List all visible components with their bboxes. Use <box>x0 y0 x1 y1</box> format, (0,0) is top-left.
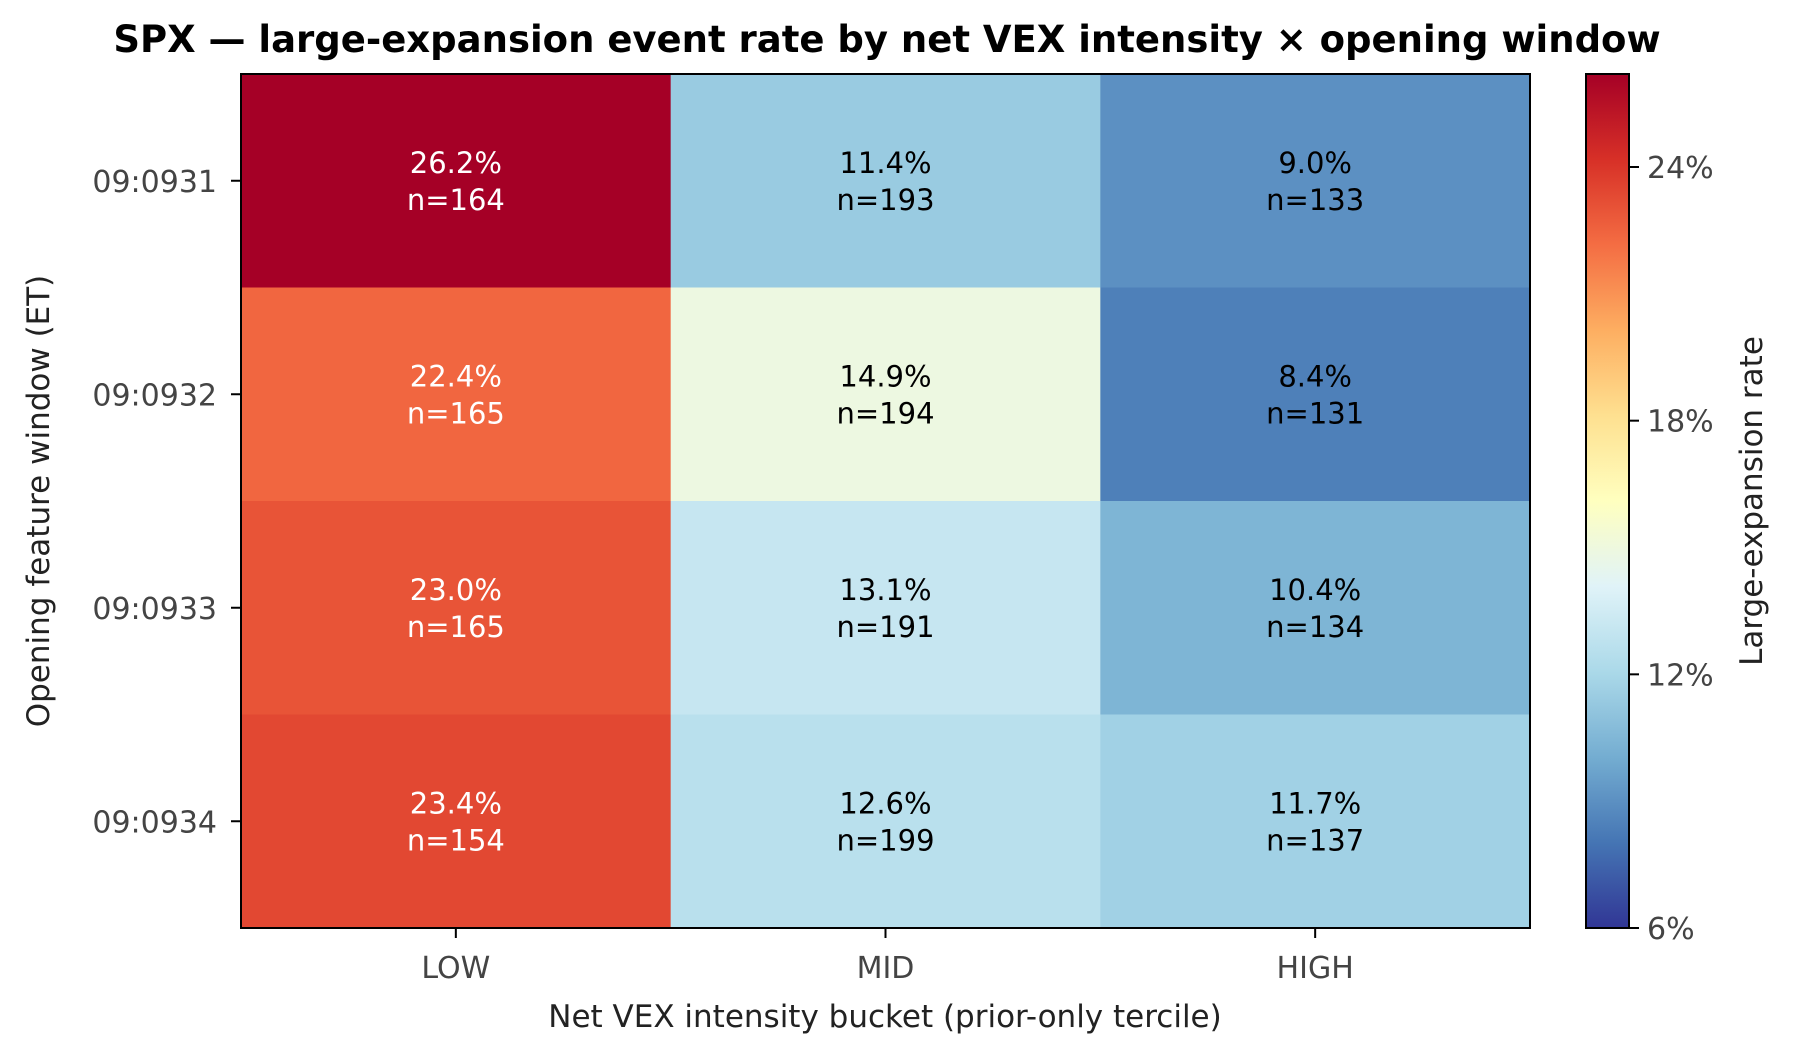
chart-title: SPX — large-expansion event rate by net … <box>113 18 1660 61</box>
heatmap-cell <box>670 74 1101 288</box>
colorbar <box>1585 73 1630 929</box>
cell-count-label: n=165 <box>407 396 505 430</box>
cell-rate-label: 9.0% <box>1278 146 1352 180</box>
heatmap-cell <box>670 501 1101 715</box>
cell-rate-label: 13.1% <box>839 573 931 607</box>
heatmap-cell <box>1100 501 1531 715</box>
cell-count-label: n=164 <box>407 183 505 217</box>
colorbar-label: Large-expansion rate <box>1734 336 1770 666</box>
y-tick-label: 09:0932 <box>92 378 217 413</box>
heatmap-cell <box>241 287 672 502</box>
cell-count-label: n=191 <box>836 610 934 644</box>
y-tick-label: 09:0934 <box>92 805 217 840</box>
x-tick-label: MID <box>857 951 915 986</box>
cell-rate-label: 23.4% <box>410 786 502 820</box>
heatmap-cell <box>670 714 1101 929</box>
cell-count-label: n=131 <box>1266 396 1364 430</box>
colorbar-tick-label: 18% <box>1647 405 1714 440</box>
x-tick-label: LOW <box>421 951 490 986</box>
cell-count-label: n=134 <box>1266 610 1364 644</box>
x-axis: LOW MID HIGH <box>421 928 1354 986</box>
cell-rate-label: 14.9% <box>839 359 931 393</box>
y-tick-label: 09:0933 <box>92 592 217 627</box>
cell-count-label: n=199 <box>836 823 934 857</box>
colorbar-tick-label: 24% <box>1647 151 1714 186</box>
colorbar-tick-label: 6% <box>1647 912 1695 947</box>
y-tick-label: 09:0931 <box>92 165 217 200</box>
colorbar-tick-label: 12% <box>1647 658 1714 693</box>
heatmap-cells <box>241 74 1531 929</box>
y-axis: 09:0931 09:0932 09:0933 09:0934 <box>92 165 241 840</box>
cell-count-label: n=137 <box>1266 823 1364 857</box>
cell-rate-label: 8.4% <box>1278 359 1352 393</box>
heatmap-cell <box>1100 714 1531 929</box>
x-axis-label: Net VEX intensity bucket (prior-only ter… <box>548 999 1221 1035</box>
cell-rate-label: 26.2% <box>410 146 502 180</box>
heatmap-cell <box>670 287 1101 502</box>
colorbar-ticks: 6% 12% 18% 24% <box>1629 151 1714 947</box>
cell-count-label: n=193 <box>836 183 934 217</box>
cell-count-label: n=133 <box>1266 183 1364 217</box>
heatmap-cell <box>1100 74 1531 288</box>
cell-count-label: n=194 <box>836 396 934 430</box>
heatmap-cell-labels: 26.2%n=16411.4%n=1939.0%n=13322.4%n=1651… <box>407 146 1364 858</box>
cell-rate-label: 22.4% <box>410 359 502 393</box>
y-axis-label: Opening feature window (ET) <box>21 275 57 728</box>
cell-rate-label: 11.4% <box>839 146 931 180</box>
cell-count-label: n=154 <box>407 823 505 857</box>
cell-rate-label: 10.4% <box>1269 573 1361 607</box>
cell-rate-label: 11.7% <box>1269 786 1361 820</box>
cell-rate-label: 12.6% <box>839 786 931 820</box>
heatmap-cell <box>241 501 672 715</box>
cell-rate-label: 23.0% <box>410 573 502 607</box>
heatmap-cell <box>241 714 672 929</box>
heatmap-cell <box>1100 287 1531 502</box>
x-tick-label: HIGH <box>1277 951 1354 986</box>
cell-count-label: n=165 <box>407 610 505 644</box>
heatmap-cell <box>241 74 672 288</box>
